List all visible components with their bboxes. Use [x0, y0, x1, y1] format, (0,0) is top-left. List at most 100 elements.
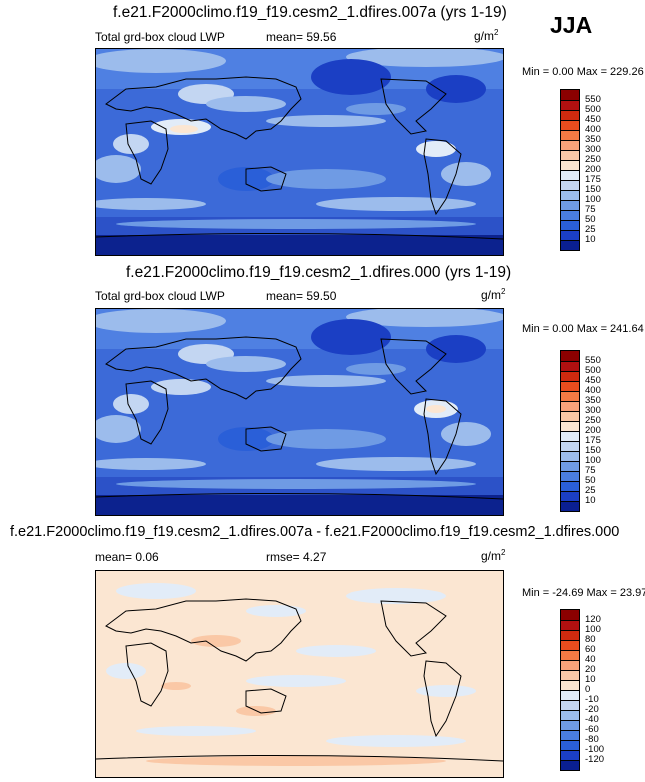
colorbar-segment — [561, 650, 579, 660]
colorbar-segment — [561, 210, 579, 220]
season-label: JJA — [550, 12, 593, 38]
colorbar-segment — [561, 130, 579, 140]
panel-3-map — [95, 570, 504, 778]
colorbar-tick-label: 550 — [585, 94, 601, 105]
colorbar-segment — [561, 170, 579, 180]
colorbar-segment — [561, 620, 579, 630]
colorbar-segment — [561, 431, 579, 441]
colorbar-segment — [561, 471, 579, 481]
colorbar-segment — [561, 391, 579, 401]
colorbar-tick-label: 300 — [585, 144, 601, 155]
colorbar-tick-label: 60 — [585, 644, 596, 655]
colorbar-segment — [561, 491, 579, 501]
colorbar-tick-label: 40 — [585, 654, 596, 665]
colorbar-segment — [561, 110, 579, 120]
colorbar-segment — [561, 730, 579, 740]
colorbar-segment — [561, 371, 579, 381]
colorbar-tick-label: 100 — [585, 194, 601, 205]
colorbar-tick-label: 500 — [585, 104, 601, 115]
panel-2-variable-label: Total grd-box cloud LWP — [95, 289, 225, 303]
colorbar-tick-label: 400 — [585, 385, 601, 396]
colorbar-segment — [561, 160, 579, 170]
colorbar-segment — [561, 630, 579, 640]
colorbar-tick-label: 10 — [585, 234, 596, 245]
panel-3-colorbar — [560, 609, 580, 771]
colorbar-tick-label: -40 — [585, 714, 599, 725]
colorbar-tick-label: -60 — [585, 724, 599, 735]
colorbar-tick-label: 500 — [585, 365, 601, 376]
colorbar-tick-label: 25 — [585, 224, 596, 235]
colorbar-segment — [561, 700, 579, 710]
colorbar-segment — [561, 750, 579, 760]
colorbar-tick-label: 120 — [585, 614, 601, 625]
colorbar-tick-label: 100 — [585, 455, 601, 466]
colorbar-tick-label: 175 — [585, 435, 601, 446]
colorbar-segment — [561, 680, 579, 690]
colorbar-tick-label: 200 — [585, 164, 601, 175]
colorbar-tick-label: 150 — [585, 184, 601, 195]
colorbar-tick-label: 150 — [585, 445, 601, 456]
panel-2-minmax: Min = 0.00 Max = 241.64 — [522, 323, 644, 335]
colorbar-segment — [561, 740, 579, 750]
panel-2-title: f.e21.F2000climo.f19_f19.cesm2_1.dfires.… — [126, 264, 512, 281]
colorbar-segment — [561, 150, 579, 160]
colorbar-segment — [561, 421, 579, 431]
colorbar-tick-label: 50 — [585, 214, 596, 225]
colorbar-segment — [561, 501, 579, 511]
colorbar-tick-label: -80 — [585, 734, 599, 745]
panel-1-variable-label: Total grd-box cloud LWP — [95, 30, 225, 44]
colorbar-segment — [561, 461, 579, 471]
colorbar-segment — [561, 90, 579, 100]
panel-1-map — [95, 48, 504, 256]
panel-1-mean-label: mean= 59.56 — [266, 30, 337, 44]
colorbar-segment — [561, 720, 579, 730]
colorbar-tick-label: 10 — [585, 674, 596, 685]
panel-2-colorbar — [560, 350, 580, 512]
colorbar-segment — [561, 381, 579, 391]
colorbar-segment — [561, 710, 579, 720]
colorbar-segment — [561, 200, 579, 210]
colorbar-tick-label: 350 — [585, 395, 601, 406]
panel-3-unit: g/m2 — [481, 548, 506, 563]
panel-1-colorbar — [560, 89, 580, 251]
colorbar-tick-label: 100 — [585, 624, 601, 635]
colorbar-tick-label: -20 — [585, 704, 599, 715]
colorbar-tick-label: 250 — [585, 154, 601, 165]
colorbar-tick-label: 450 — [585, 114, 601, 125]
colorbar-segment — [561, 640, 579, 650]
panel-2-map — [95, 308, 504, 516]
colorbar-segment — [561, 610, 579, 620]
colorbar-tick-label: 0 — [585, 684, 591, 695]
colorbar-segment — [561, 690, 579, 700]
panel-1-title: f.e21.F2000climo.f19_f19.cesm2_1.dfires.… — [113, 4, 507, 21]
panel-3-minmax: Min = -24.69 Max = 23.97 — [522, 587, 645, 599]
colorbar-tick-label: 75 — [585, 465, 596, 476]
colorbar-tick-label: 300 — [585, 405, 601, 416]
colorbar-tick-label: 25 — [585, 485, 596, 496]
colorbar-tick-label: 50 — [585, 475, 596, 486]
panel-3-rmse-label: rmse= 4.27 — [266, 550, 327, 564]
colorbar-segment — [561, 481, 579, 491]
panel-3-title: f.e21.F2000climo.f19_f19.cesm2_1.dfires.… — [10, 524, 620, 540]
colorbar-segment — [561, 351, 579, 361]
colorbar-tick-label: 200 — [585, 425, 601, 436]
colorbar-tick-label: 400 — [585, 124, 601, 135]
colorbar-segment — [561, 240, 579, 250]
colorbar-segment — [561, 441, 579, 451]
colorbar-segment — [561, 190, 579, 200]
colorbar-tick-label: 75 — [585, 204, 596, 215]
colorbar-segment — [561, 180, 579, 190]
colorbar-segment — [561, 660, 579, 670]
colorbar-segment — [561, 401, 579, 411]
colorbar-segment — [561, 411, 579, 421]
colorbar-segment — [561, 451, 579, 461]
colorbar-segment — [561, 760, 579, 770]
colorbar-segment — [561, 230, 579, 240]
panel-3-mean-label: mean= 0.06 — [95, 550, 159, 564]
colorbar-segment — [561, 100, 579, 110]
colorbar-tick-label: 550 — [585, 355, 601, 366]
colorbar-tick-label: -120 — [585, 754, 605, 765]
colorbar-tick-label: -100 — [585, 744, 605, 755]
colorbar-tick-label: 10 — [585, 495, 596, 506]
panel-1-unit: g/m2 — [474, 28, 499, 43]
